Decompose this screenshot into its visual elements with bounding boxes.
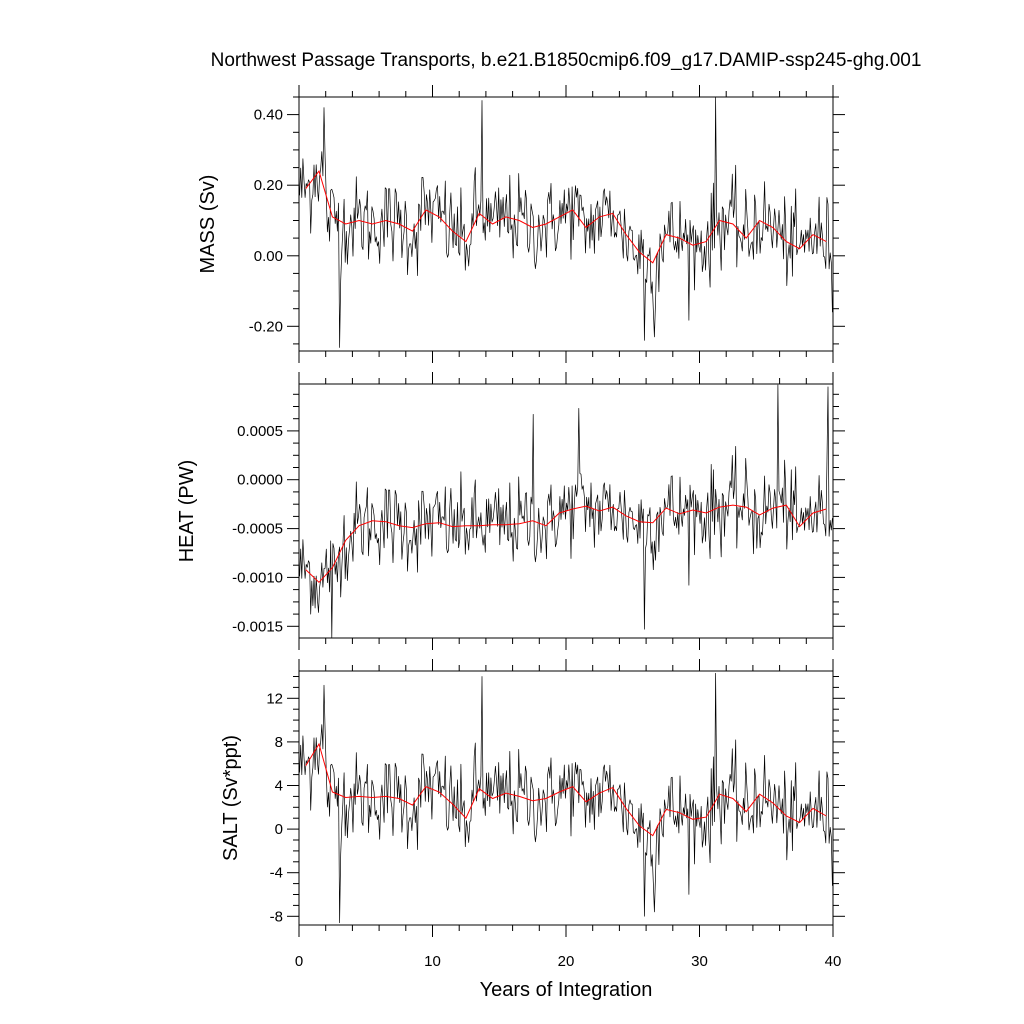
mass-annual-mean-line (305, 170, 827, 264)
heat-axis-ticks: 0.0005 0.0000 -0.0005 -0.0010 -0.0015 (232, 372, 845, 650)
heat-y-axis-label: HEAT (PW) (176, 460, 198, 563)
salt-y-axis-label: SALT (Sv*ppt) (220, 735, 242, 861)
salt-y-tick-label: -8 (270, 908, 283, 925)
salt-annual-mean-line (305, 742, 827, 837)
salt-plot-frame (298, 670, 834, 926)
salt-monthly-line (299, 672, 833, 924)
mass-y-axis-label: MASS (Sv) (197, 175, 219, 274)
x-tick-label: 30 (691, 953, 708, 970)
salt-axis-ticks: 12 8 4 0 -4 -8 (266, 659, 845, 937)
salt-plot-content (299, 672, 833, 924)
salt-y-tick-label: 0 (275, 821, 283, 838)
mass-plot-content (299, 96, 833, 348)
chart-title: Northwest Passage Transports, b.e21.B185… (211, 50, 922, 71)
heat-y-tick-label: -0.0015 (232, 618, 283, 635)
mass-y-tick-label: 0.00 (254, 248, 283, 265)
heat-y-tick-label: 0.0000 (237, 472, 283, 489)
mass-axis-ticks: 0.40 0.20 0.00 -0.20 (249, 85, 845, 363)
x-axis-label: Years of Integration (480, 979, 653, 1001)
salt-y-tick-label: -4 (270, 865, 283, 882)
salt-panel: 12 8 4 0 -4 -8 SALT (Sv*ppt) (220, 659, 845, 937)
mass-y-tick-label: 0.40 (254, 107, 283, 124)
heat-annual-mean-line (305, 504, 827, 584)
mass-y-tick-label: -0.20 (249, 318, 283, 335)
x-tick-label: 40 (825, 953, 842, 970)
salt-y-tick-label: 4 (275, 778, 283, 795)
salt-y-tick-label: 8 (275, 734, 283, 751)
x-tick-label: 20 (558, 953, 575, 970)
heat-panel: 0.0005 0.0000 -0.0005 -0.0010 -0.0015 HEAT (… (176, 372, 845, 650)
x-tick-label: 10 (424, 953, 441, 970)
x-tick-labels: 0 10 20 30 40 (295, 953, 842, 970)
heat-plot-content (299, 384, 833, 639)
heat-y-tick-label: -0.0005 (232, 521, 283, 538)
mass-panel: 0.40 0.20 0.00 -0.20 MASS (Sv) (197, 85, 845, 363)
salt-y-tick-label: 12 (266, 690, 283, 707)
mass-plot-frame (298, 96, 834, 352)
heat-y-tick-label: -0.0010 (232, 569, 283, 586)
mass-y-tick-label: 0.20 (254, 177, 283, 194)
x-tick-label: 0 (295, 953, 303, 970)
heat-y-tick-label: 0.0005 (237, 423, 283, 440)
